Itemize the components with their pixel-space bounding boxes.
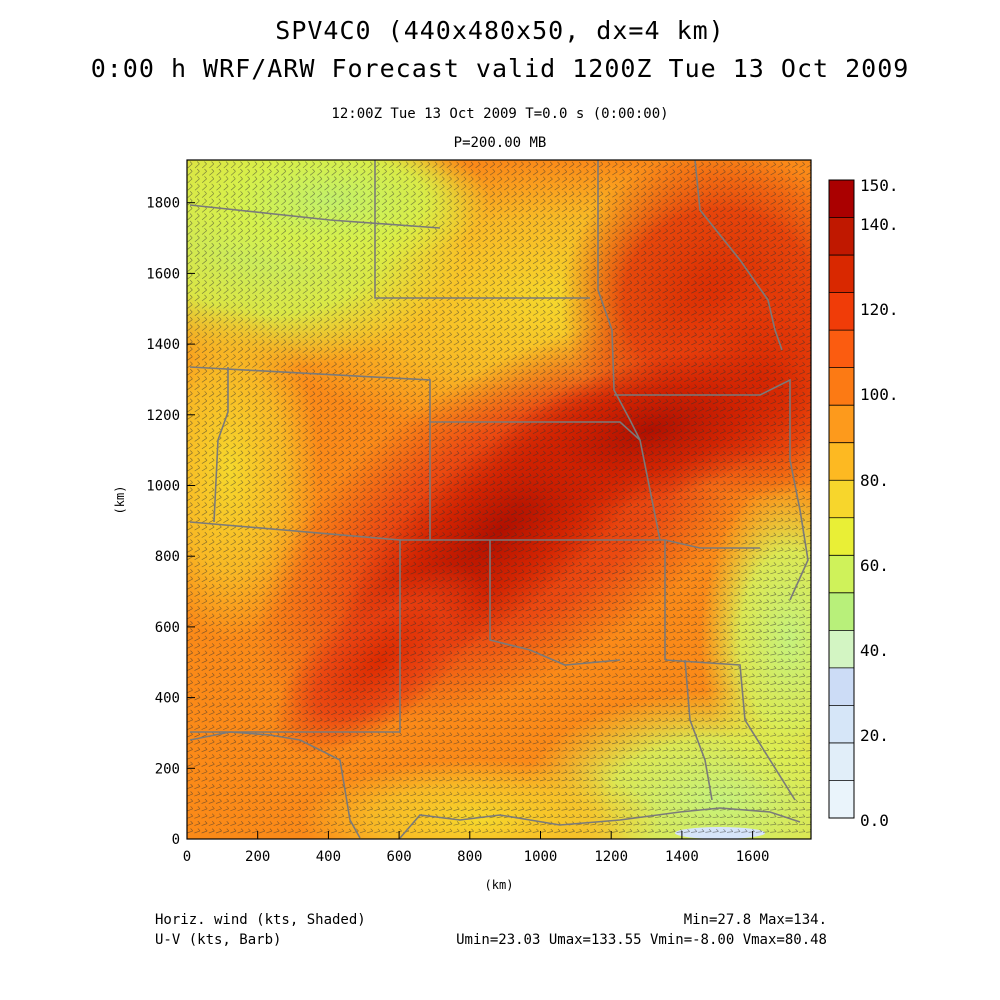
boundary-line xyxy=(189,521,401,733)
colorbar-label: 0.0 xyxy=(860,811,889,830)
x-tick-label: 600 xyxy=(386,849,411,865)
colorbar-segment xyxy=(829,405,854,444)
footer-shaded-legend: Horiz. wind (kts, Shaded) xyxy=(155,912,366,928)
boundary-line xyxy=(664,659,796,801)
pressure-level-label: P=200.00 MB xyxy=(453,135,547,151)
y-tick-label: 800 xyxy=(155,549,180,565)
colorbar-segment xyxy=(829,442,854,481)
boundary-line xyxy=(489,540,621,666)
y-axis: 0 200 400 600 800 1000 1200 1400 1600 1800 xyxy=(146,196,195,848)
x-tick-label: 1400 xyxy=(665,849,699,865)
wind-barb-field xyxy=(187,161,811,834)
boundary-line xyxy=(189,731,301,741)
colorbar-segment xyxy=(829,705,854,744)
colorbar-segment xyxy=(829,630,854,669)
chart-title-line2: 0:00 h WRF/ARW Forecast valid 1200Z Tue … xyxy=(90,54,910,83)
x-tick-label: 1200 xyxy=(594,849,628,865)
boundary-line xyxy=(430,421,661,541)
colorbar-segment xyxy=(829,367,854,406)
x-tick-label: 0 xyxy=(183,849,191,865)
x-tick-label: 1000 xyxy=(524,849,558,865)
colorbar-segment xyxy=(829,667,854,706)
x-axis: 0 200 400 600 800 1000 1200 1400 1600 xyxy=(183,831,770,865)
colorbar-segment xyxy=(829,180,854,219)
y-tick-label: 0 xyxy=(172,832,180,848)
colorbar: 150. 140. 120. 100. 80. 60. 40. 20. 0.0 xyxy=(828,176,899,830)
boundary-line xyxy=(213,367,229,523)
x-tick-label: 400 xyxy=(316,849,341,865)
x-tick-label: 1600 xyxy=(736,849,770,865)
y-tick-label: 1000 xyxy=(146,479,180,495)
coastline xyxy=(399,807,801,839)
colorbar-frame xyxy=(828,179,855,819)
colorbar-segment xyxy=(829,330,854,369)
colorbar-segment xyxy=(829,255,854,294)
boundary-line xyxy=(789,459,809,601)
colorbar-segment xyxy=(829,517,854,556)
boundary-line xyxy=(614,378,791,460)
colorbar-segment xyxy=(829,780,854,819)
x-tick-label: 800 xyxy=(457,849,482,865)
footer-uv-stats: Umin=23.03 Umax=133.55 Vmin=-8.00 Vmax=8… xyxy=(456,932,827,948)
x-axis-title: (km) xyxy=(485,878,514,892)
colorbar-label: 60. xyxy=(860,556,889,575)
colorbar-label: 40. xyxy=(860,641,889,660)
boundary-line xyxy=(597,160,641,441)
boundary-line xyxy=(299,739,361,839)
colorbar-segment xyxy=(829,592,854,631)
y-tick-label: 600 xyxy=(155,620,180,636)
state-boundaries xyxy=(189,160,809,839)
boundary-line xyxy=(189,366,431,540)
y-tick-label: 400 xyxy=(155,691,180,707)
boundary-line xyxy=(374,160,590,299)
colorbar-segment xyxy=(829,742,854,781)
boundary-line xyxy=(664,539,760,549)
colorbar-label: 20. xyxy=(860,726,889,745)
footer-min-max: Min=27.8 Max=134. xyxy=(683,912,827,928)
colorbar-label: 140. xyxy=(860,215,899,234)
wind-barbs xyxy=(187,161,811,834)
boundary-line xyxy=(694,160,783,351)
colorbar-label: 150. xyxy=(860,176,899,195)
colorbar-segment xyxy=(829,292,854,331)
footer-barb-legend: U-V (kts, Barb) xyxy=(155,932,282,948)
y-tick-label: 1200 xyxy=(146,408,180,424)
colorbar-segment xyxy=(829,555,854,594)
y-tick-label: 1600 xyxy=(146,266,180,282)
colorbar-label: 100. xyxy=(860,385,899,404)
colorbar-label: 80. xyxy=(860,471,889,490)
boundary-line xyxy=(189,204,441,229)
colorbar-label: 120. xyxy=(860,300,899,319)
plot-frame xyxy=(186,159,812,840)
x-tick-label: 200 xyxy=(245,849,270,865)
colorbar-segment xyxy=(829,217,854,256)
valid-time-label: 12:00Z Tue 13 Oct 2009 T=0.0 s (0:00:00) xyxy=(331,106,669,122)
boundary-line xyxy=(684,659,713,801)
y-tick-label: 1400 xyxy=(146,337,180,353)
colorbar-segment xyxy=(829,480,854,519)
y-axis-title: (km) xyxy=(113,486,127,515)
y-tick-label: 200 xyxy=(155,761,180,777)
chart-title-line1: SPV4C0 (440x480x50, dx=4 km) xyxy=(275,16,725,45)
y-tick-label: 1800 xyxy=(146,196,180,212)
